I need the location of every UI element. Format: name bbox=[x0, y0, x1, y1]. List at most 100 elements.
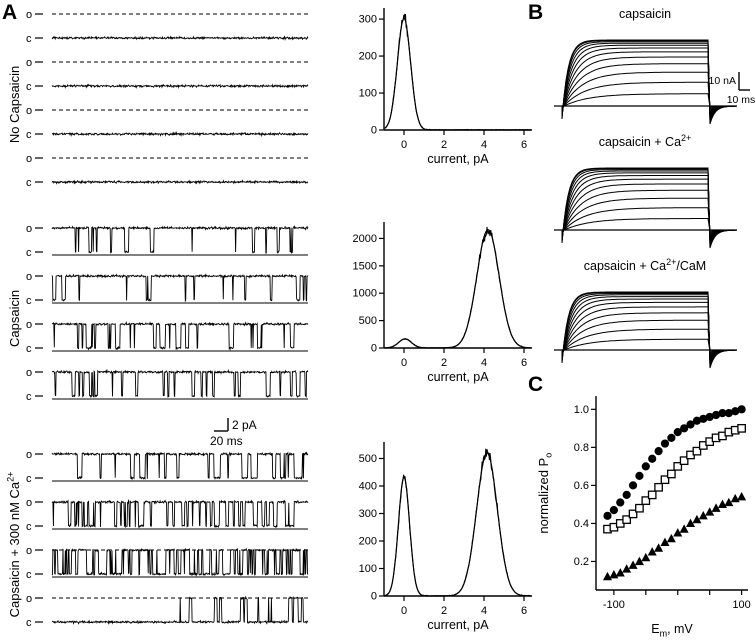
channel-trace bbox=[51, 179, 309, 185]
data-point-filled-circle bbox=[622, 490, 631, 500]
data-point-filled-triangle bbox=[698, 511, 708, 520]
data-point-filled-circle bbox=[673, 428, 682, 437]
x-tick-label: 4 bbox=[481, 605, 487, 617]
data-point-filled-triangle bbox=[622, 564, 632, 573]
family-title-capsaicin-ca-cam: capsaicin + Ca2+/CaM bbox=[555, 257, 735, 274]
data-point-open-square bbox=[737, 423, 746, 433]
current-trace bbox=[554, 175, 738, 243]
channel-trace bbox=[51, 83, 309, 90]
closed-level-label: c bbox=[26, 81, 32, 93]
current-trace bbox=[554, 312, 738, 358]
data-point-filled-circle bbox=[641, 462, 650, 471]
current-trace bbox=[554, 189, 738, 238]
x-tick-label: 0 bbox=[401, 139, 407, 151]
open-level-label: o bbox=[26, 57, 32, 69]
y-tick-label: 200 bbox=[359, 536, 377, 548]
y-tick-label: 0.4 bbox=[574, 518, 589, 530]
y-tick-label: 0 bbox=[371, 591, 377, 603]
current-trace bbox=[554, 328, 737, 354]
current-trace bbox=[554, 71, 737, 112]
y-tick-label: 0.8 bbox=[574, 442, 589, 454]
family-title-sup: 2+ bbox=[681, 133, 692, 143]
closed-level-label: c bbox=[26, 247, 32, 259]
current-family-capsaicin: 10 nA 10 ms bbox=[554, 39, 755, 125]
x-axis-title: current, pA bbox=[427, 152, 489, 166]
scale-bar-a: 2 pA 20 ms bbox=[210, 418, 257, 448]
group-label-capsaicin-ca: Capsaicin + 300 nM Ca2+ bbox=[6, 444, 23, 644]
data-point-open-square bbox=[647, 490, 657, 500]
closed-level-label: c bbox=[26, 617, 32, 629]
open-level-label: o bbox=[26, 9, 32, 21]
data-point-filled-circle bbox=[731, 407, 740, 416]
x-tick-label: 6 bbox=[521, 357, 527, 369]
data-point-filled-triangle bbox=[679, 524, 689, 533]
channel-trace bbox=[51, 225, 309, 254]
current-trace bbox=[554, 207, 737, 234]
y-tick-label: 2000 bbox=[353, 233, 377, 245]
data-point-filled-triangle bbox=[634, 556, 644, 566]
y-tick-label: 100 bbox=[359, 88, 377, 100]
current-trace bbox=[554, 63, 738, 114]
family-title-capsaicin: capsaicin bbox=[555, 6, 735, 22]
group-label-text: Capsaicin + 300 nM Ca bbox=[6, 481, 22, 618]
c-y-axis-title-sub: o bbox=[543, 452, 554, 458]
group-label-no-capsaicin: No Capsaicin bbox=[6, 24, 23, 184]
open-level-label: o bbox=[26, 593, 32, 605]
x-tick-label: 2 bbox=[441, 139, 447, 151]
data-point-open-square bbox=[679, 456, 689, 466]
open-level-label: o bbox=[26, 105, 32, 117]
x-tick-label: 2 bbox=[441, 605, 447, 617]
x-tick-label: 6 bbox=[521, 605, 527, 617]
data-point-open-square bbox=[673, 462, 683, 471]
channel-trace bbox=[51, 131, 309, 138]
open-level-label: o bbox=[26, 271, 32, 283]
x-tick-label: 4 bbox=[481, 139, 487, 151]
channel-trace bbox=[51, 273, 309, 303]
histogram-fit-curve bbox=[384, 229, 531, 349]
family-title-text: capsaicin + Ca bbox=[598, 135, 682, 150]
data-point-filled-circle bbox=[603, 511, 612, 520]
data-point-filled-triangle bbox=[705, 507, 715, 516]
data-point-filled-triangle bbox=[673, 528, 683, 537]
y-tick-label: 1.0 bbox=[574, 404, 589, 416]
data-point-open-square bbox=[667, 469, 676, 479]
closed-level-label: c bbox=[26, 569, 32, 581]
y-tick-label: 200 bbox=[359, 51, 377, 63]
c-x-axis-title-rest: , mV bbox=[667, 622, 693, 636]
current-trace bbox=[554, 81, 737, 110]
x-tick-label: 0 bbox=[401, 357, 407, 369]
current-trace bbox=[554, 319, 737, 356]
data-point-open-square bbox=[641, 496, 651, 505]
data-point-open-square bbox=[660, 475, 670, 485]
data-point-filled-triangle bbox=[660, 537, 670, 547]
data-point-filled-circle bbox=[635, 471, 644, 480]
family-title-text: capsaicin + Ca bbox=[583, 259, 667, 274]
open-level-label: o bbox=[26, 319, 32, 331]
y-tick-label: 1000 bbox=[353, 288, 377, 300]
histogram-fit-curve bbox=[384, 17, 531, 131]
data-point-filled-circle bbox=[711, 410, 721, 420]
histogram-data-curve bbox=[384, 13, 532, 131]
amplitude-histogram-no-capsaicin: 0 100 200 300 0 2 4 6 current, pA bbox=[359, 8, 532, 166]
x-tick-label: 2 bbox=[441, 357, 447, 369]
data-point-filled-circle bbox=[616, 498, 625, 507]
data-point-filled-triangle bbox=[615, 568, 625, 577]
histogram-data-curve bbox=[384, 448, 531, 597]
y-tick-label: 100 bbox=[359, 563, 377, 575]
current-trace bbox=[554, 298, 738, 363]
amplitude-histogram-capsaicin-ca: 0 100 200 300 400 500 0 2 4 6 current, pA bbox=[359, 442, 532, 632]
data-point-filled-triangle bbox=[647, 547, 657, 556]
channel-trace bbox=[51, 320, 309, 351]
open-level-label: o bbox=[26, 545, 32, 557]
time-scale-label: 20 ms bbox=[210, 434, 243, 448]
data-point-filled-circle bbox=[699, 414, 708, 423]
current-trace bbox=[554, 183, 738, 239]
current-scale-label: 10 nA bbox=[709, 75, 736, 87]
data-point-filled-circle bbox=[609, 506, 618, 515]
closed-level-label: c bbox=[26, 129, 32, 141]
closed-level-label: c bbox=[26, 177, 32, 189]
group-label-text: No Capsaicin bbox=[6, 65, 22, 144]
current-trace bbox=[554, 51, 738, 117]
